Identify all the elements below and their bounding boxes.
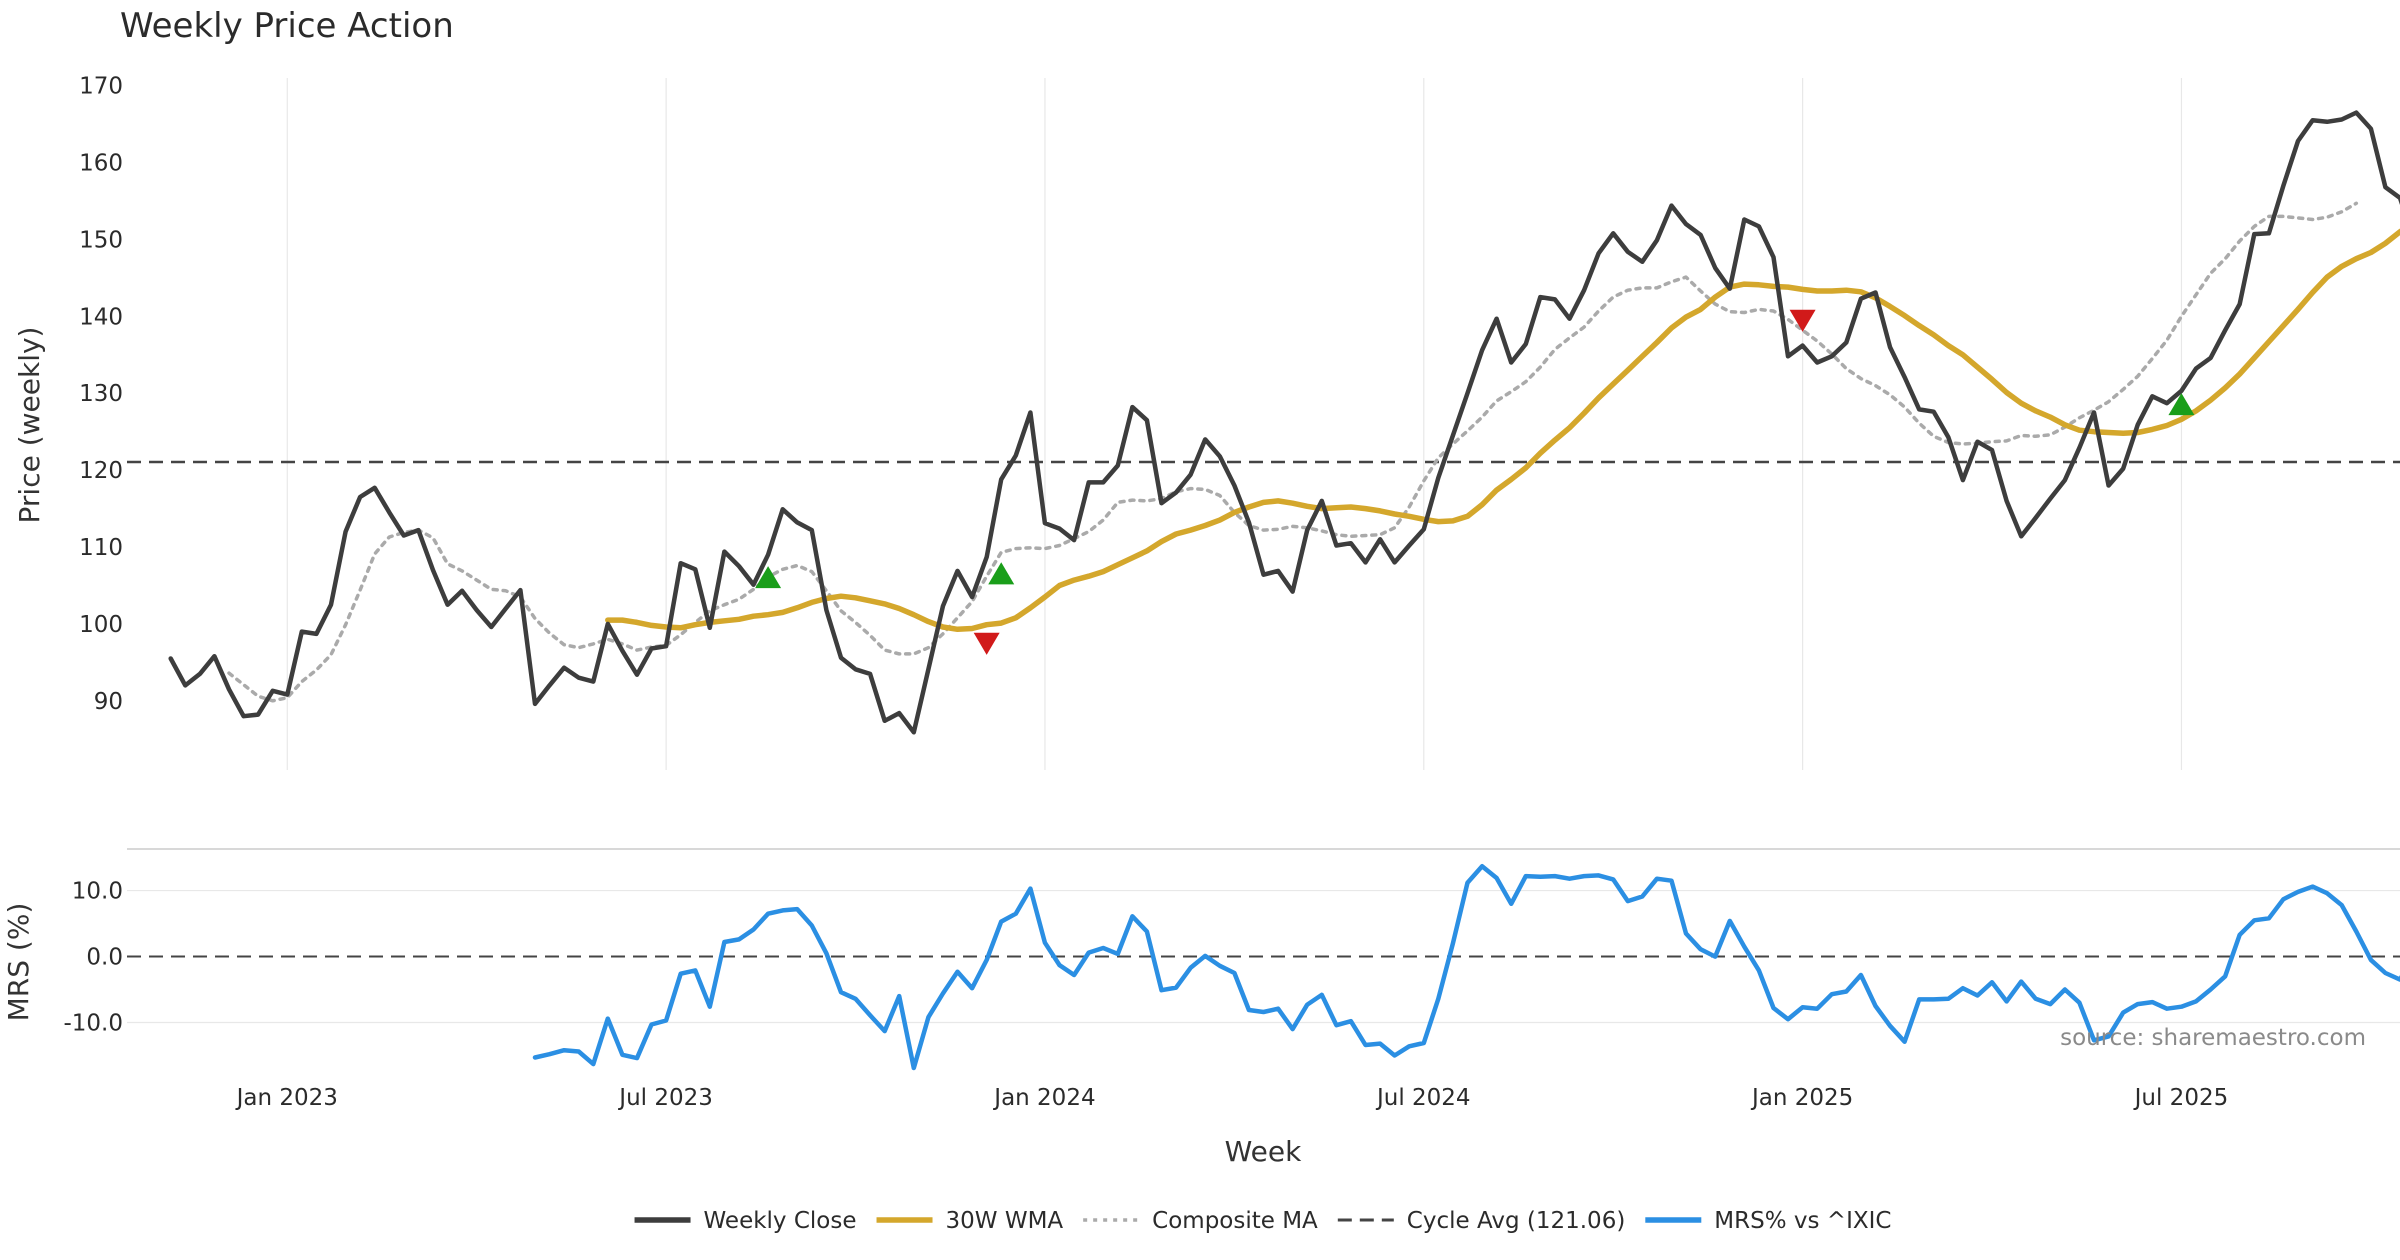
composite-ma-line: [227, 201, 2359, 703]
buy-signal-marker: [755, 566, 782, 589]
mrs-line: [532, 863, 2400, 1071]
legend-label: Composite MA: [1152, 1208, 1318, 1234]
price-panel: 90 100 110 120 130 140 150 160 170 Price (weekly…: [13, 74, 2400, 770]
x-tick-label: Jan 2025: [1750, 1085, 1853, 1111]
mrs-y-axis-label: MRS (%): [2, 903, 35, 1022]
x-tick-label: Jan 2024: [992, 1085, 1095, 1111]
price-y-tick-label: 120: [79, 458, 123, 484]
x-tick-label: Jul 2023: [617, 1085, 713, 1111]
x-axis-label: Week: [1225, 1135, 1302, 1168]
price-y-axis-label: Price (weekly): [13, 327, 46, 524]
x-tick-label: Jul 2025: [2133, 1085, 2229, 1111]
price-y-tick-label: 110: [79, 535, 123, 561]
x-tick-labels: Jan 2023 Jul 2023 Jan 2024 Jul 2024 Jan 2025…: [235, 1085, 2229, 1111]
buy-signal-marker: [988, 562, 1015, 585]
price-y-tick-label: 130: [79, 381, 123, 407]
price-gridlines: [286, 78, 2183, 770]
mrs-y-tick-label: 10.0: [72, 879, 123, 905]
legend-label: Weekly Close: [704, 1208, 857, 1234]
mrs-panel: 10.0 0.0 -10.0 MRS (%) source: sharemaestr…: [2, 863, 2400, 1071]
mrs-y-tick-label: -10.0: [63, 1011, 123, 1037]
price-y-tick-labels: 90 100 110 120 130 140 150 160 170: [79, 74, 123, 715]
buy-signal-marker: [2168, 393, 2195, 416]
price-y-tick-label: 90: [94, 689, 123, 715]
legend-label: 30W WMA: [946, 1208, 1064, 1234]
weekly-close-line: [168, 110, 2400, 735]
price-y-tick-label: 170: [79, 74, 123, 100]
price-y-tick-label: 100: [79, 612, 123, 638]
chart-title: Weekly Price Action: [120, 6, 454, 46]
price-series-lines: [168, 110, 2400, 735]
mrs-gridlines: [127, 889, 2400, 1024]
sell-signal-marker: [973, 632, 1000, 655]
price-y-tick-label: 150: [79, 227, 123, 253]
price-y-tick-label: 140: [79, 304, 123, 330]
legend-label: Cycle Avg (121.06): [1407, 1208, 1626, 1234]
wma-30w-line: [605, 228, 2400, 633]
x-tick-label: Jul 2024: [1375, 1085, 1471, 1111]
source-watermark: source: sharemaestro.com: [2060, 1025, 2366, 1051]
x-tick-label: Jan 2023: [235, 1085, 338, 1111]
mrs-series-line: [532, 863, 2400, 1071]
mrs-y-tick-labels: 10.0 0.0 -10.0: [63, 879, 123, 1037]
sell-signal-marker: [1789, 309, 1816, 332]
mrs-y-tick-label: 0.0: [86, 945, 123, 971]
price-y-tick-label: 160: [79, 151, 123, 177]
legend-label: MRS% vs ^IXIC: [1714, 1208, 1891, 1234]
signal-markers: [755, 309, 2195, 655]
legend: Weekly Close 30W WMA Composite MA Cycle Avg…: [634, 1208, 1891, 1234]
